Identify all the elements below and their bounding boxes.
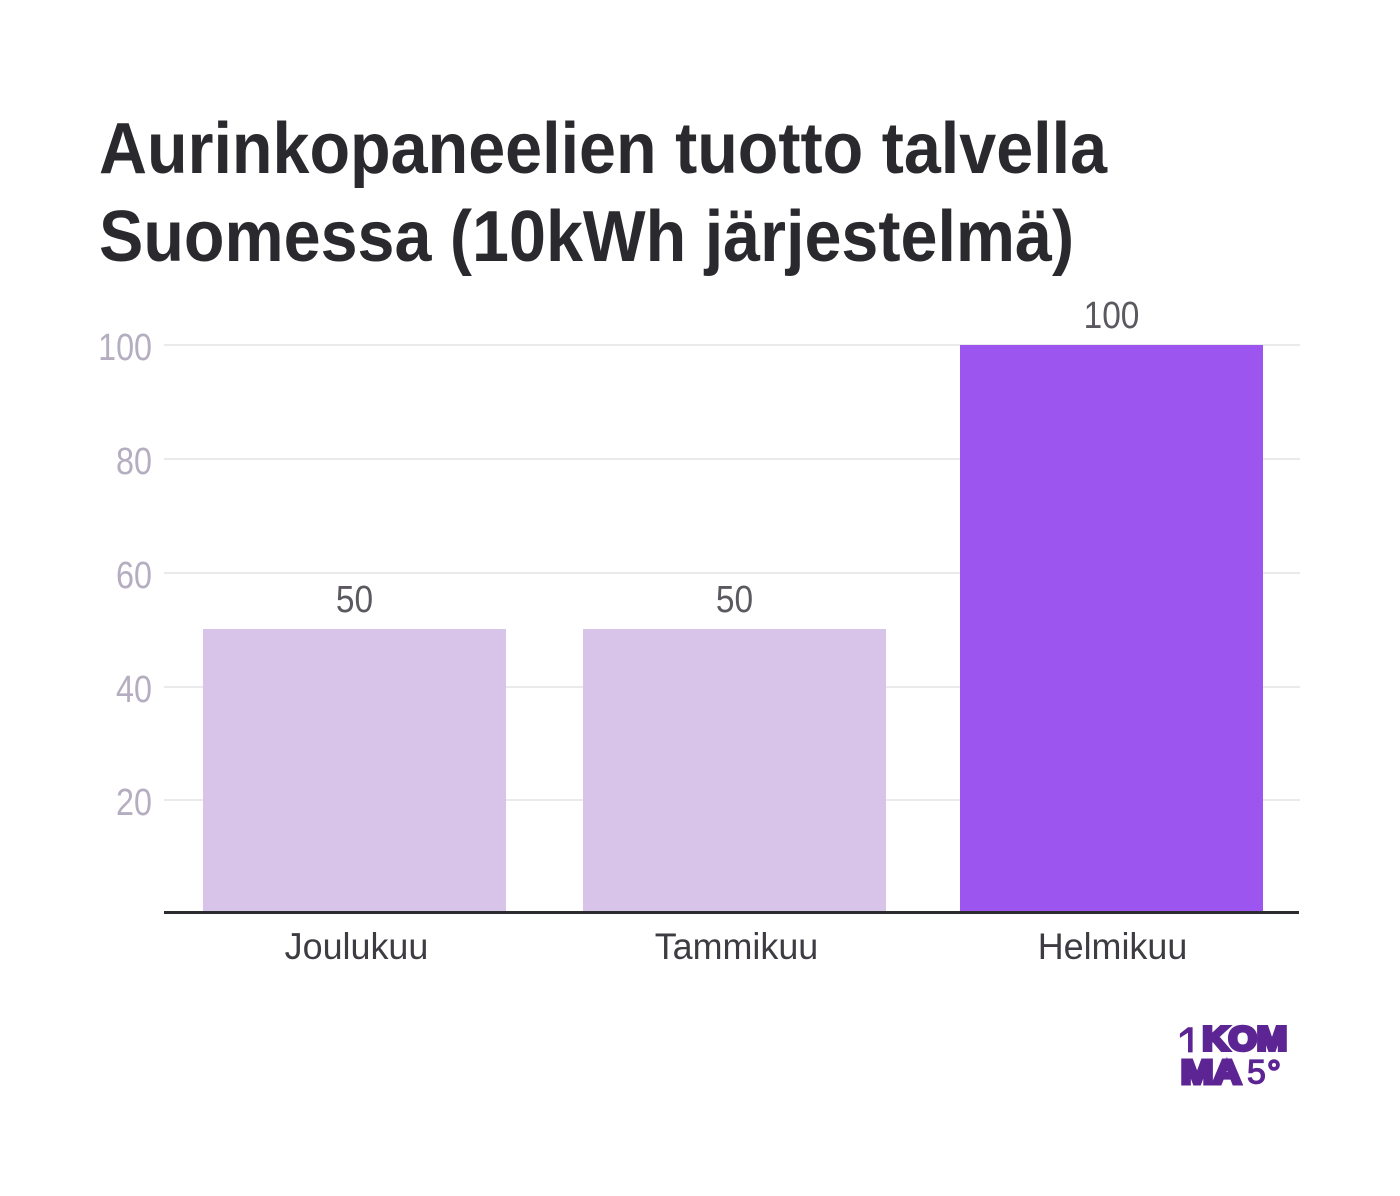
svg-text:KOM: KOM bbox=[1203, 1020, 1288, 1057]
svg-text:MA: MA bbox=[1181, 1054, 1241, 1091]
svg-text:5: 5 bbox=[1247, 1054, 1266, 1092]
